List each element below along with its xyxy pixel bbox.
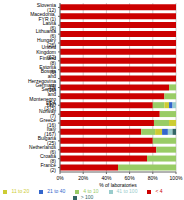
- svg-text:40%: 40%: [101, 175, 112, 181]
- svg-text:60%: 60%: [125, 175, 136, 181]
- svg-text:SerbiaandMontenegro(10): SerbiaandMontenegro(10): [29, 86, 56, 107]
- svg-text:% of laboratories: % of laboratories: [99, 182, 137, 188]
- svg-text:20%: 20%: [78, 175, 89, 181]
- svg-text:80%: 80%: [148, 175, 159, 181]
- svg-text:100%: 100%: [170, 175, 176, 181]
- svg-text:0%: 0%: [56, 175, 64, 181]
- svg-text:France(2): France(2): [40, 162, 56, 173]
